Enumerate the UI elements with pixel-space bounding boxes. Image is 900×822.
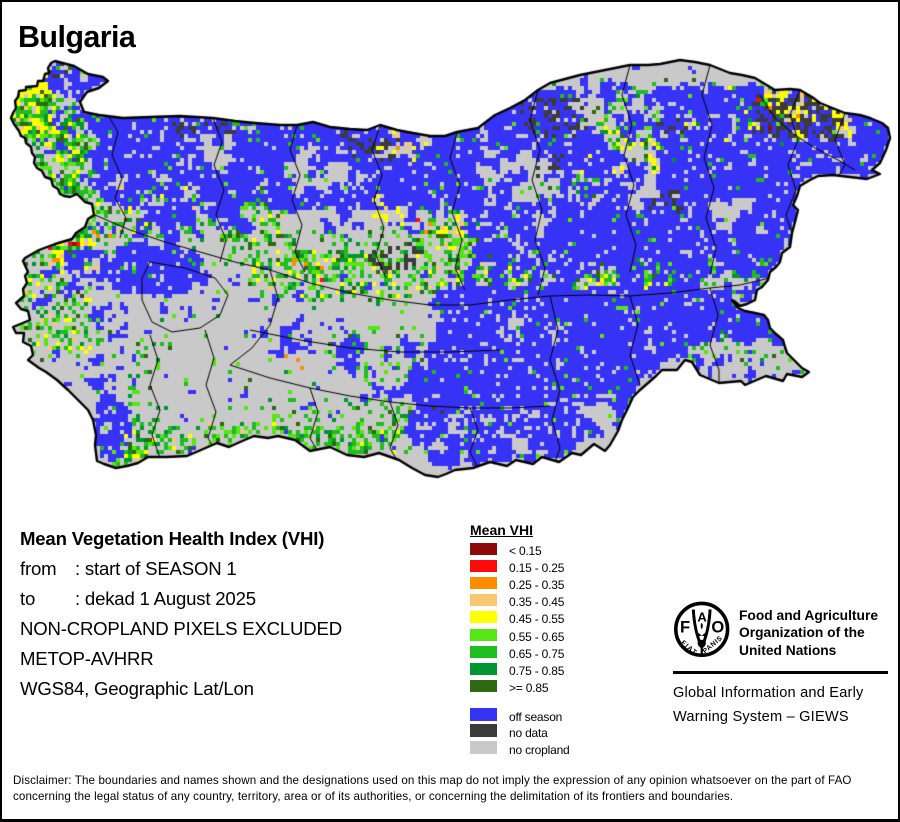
svg-text:O: O [711, 619, 724, 637]
svg-text:F: F [680, 619, 690, 637]
svg-text:A: A [697, 610, 707, 625]
